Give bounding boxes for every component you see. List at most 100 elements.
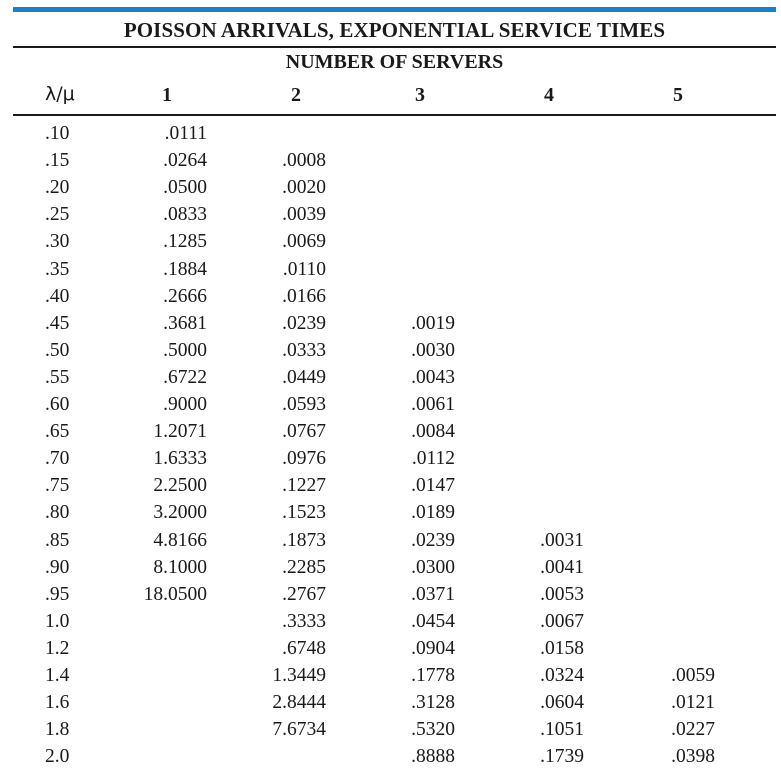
ratio-cell: 1.8 — [45, 719, 70, 741]
table-row: .30 .1285 .0069 — [0, 228, 781, 255]
ratio-cell: .20 — [45, 177, 70, 199]
probability-cell-2: .0593 — [282, 394, 326, 415]
probability-cell-4: .1051 — [540, 719, 584, 741]
probability-cell-3: .0371 — [411, 583, 455, 605]
probability-cell-3: .8888 — [411, 746, 455, 768]
probability-cell-4: .0053 — [540, 583, 584, 605]
probability-cell-3: .1778 — [411, 665, 455, 686]
ratio-cell: 2.0 — [45, 746, 70, 768]
table-row: .45 .3681 .0239 .0019 — [0, 310, 781, 337]
header-servers-5: 5 — [673, 84, 683, 106]
ratio-cell: .30 — [45, 231, 70, 253]
probability-cell-1: .3681 — [163, 312, 207, 334]
ratio-cell: .45 — [45, 312, 70, 334]
table-row: 1.0 .3333 .0454 .0067 — [0, 608, 781, 635]
probability-cell-1: .0500 — [163, 177, 207, 199]
probability-cell-2: .2767 — [282, 583, 326, 605]
probability-cell-4: .0041 — [540, 556, 584, 578]
probability-cell-4: .0067 — [540, 610, 584, 632]
table-title: POISSON ARRIVALS, EXPONENTIAL SERVICE TI… — [123, 18, 666, 42]
probability-cell-2: 2.8444 — [272, 692, 326, 714]
probability-cell-5: .0398 — [671, 746, 715, 768]
probability-cell-3: .0239 — [411, 529, 455, 551]
table-subtitle: NUMBER OF SERVERS — [285, 51, 504, 73]
probability-cell-4: .0604 — [540, 692, 584, 714]
probability-cell-3: .0030 — [411, 339, 455, 361]
table-row: .20 .0500 .0020 — [0, 174, 781, 201]
ratio-cell: .40 — [45, 285, 70, 307]
ratio-cell: .55 — [45, 366, 70, 388]
table-row: .80 3.2000 .1523 .0189 — [0, 499, 781, 526]
header-servers-2: 2 — [291, 84, 301, 106]
probability-cell-3: .0300 — [411, 556, 455, 578]
table-row: .50 .5000 .0333 .0030 — [0, 337, 781, 364]
probability-cell-1: 18.0500 — [143, 583, 207, 605]
probability-cell-2: 7.6734 — [272, 719, 326, 741]
probability-cell-1: 1.2071 — [153, 421, 207, 443]
header-divider — [13, 114, 776, 116]
probability-cell-3: .0189 — [411, 502, 455, 524]
header-servers-4: 4 — [544, 84, 554, 106]
table-row: .60 .9000 .0593 .0061 — [0, 391, 781, 418]
probability-cell-4: .0158 — [540, 637, 584, 659]
table-row: .95 18.0500 .2767 .0371 .0053 — [0, 581, 781, 608]
probability-cell-5: .0059 — [671, 665, 715, 686]
probability-cell-1: .6722 — [163, 366, 207, 388]
header-servers-1: 1 — [162, 84, 172, 106]
table-row: .10 .0111 — [0, 120, 781, 147]
ratio-cell: .85 — [45, 529, 70, 551]
probability-cell-1: .9000 — [163, 394, 207, 415]
probability-cell-4: .1739 — [540, 746, 584, 768]
probability-cell-2: .0166 — [282, 285, 326, 307]
ratio-cell: .70 — [45, 448, 70, 470]
probability-cell-2: .0333 — [282, 339, 326, 361]
probability-cell-1: 8.1000 — [153, 556, 207, 578]
probability-cell-2: .0020 — [282, 177, 326, 199]
table-row: 2.0 .8888 .1739 .0398 — [0, 743, 781, 770]
probability-cell-3: .0061 — [411, 394, 455, 415]
probability-cell-2: .1227 — [282, 475, 326, 497]
probability-cell-5: .0121 — [671, 692, 715, 714]
table-row: .90 8.1000 .2285 .0300 .0041 — [0, 554, 781, 581]
ratio-cell: .75 — [45, 475, 70, 497]
probability-cell-3: .0904 — [411, 637, 455, 659]
probability-cell-2: .2285 — [282, 556, 326, 578]
probability-cell-2: .3333 — [282, 610, 326, 632]
table-row: .15 .0264 .0008 — [0, 147, 781, 174]
table-row: 1.8 7.6734 .5320 .1051 .0227 — [0, 716, 781, 743]
probability-cell-1: .2666 — [163, 285, 207, 307]
probability-cell-5: .0227 — [671, 719, 715, 741]
probability-cell-1: 3.2000 — [153, 502, 207, 524]
probability-cell-3: .0454 — [411, 610, 455, 632]
header-servers-3: 3 — [415, 84, 425, 106]
probability-cell-3: .0084 — [411, 421, 455, 443]
probability-cell-2: .0110 — [282, 258, 326, 280]
probability-cell-2: .1873 — [282, 529, 326, 551]
ratio-cell: .60 — [45, 394, 70, 415]
probability-cell-3: .0043 — [411, 366, 455, 388]
probability-cell-2: .0976 — [282, 448, 326, 470]
ratio-cell: .15 — [45, 150, 70, 172]
probability-cell-4: .0031 — [540, 529, 584, 551]
probability-cell-2: .6748 — [282, 637, 326, 659]
table-row: .85 4.8166 .1873 .0239 .0031 — [0, 527, 781, 554]
probability-cell-1: .5000 — [163, 339, 207, 361]
ratio-cell: .35 — [45, 258, 70, 280]
table-row: .40 .2666 .0166 — [0, 283, 781, 310]
probability-cell-1: .0111 — [164, 123, 207, 144]
probability-cell-4: .0324 — [540, 665, 584, 686]
probability-cell-2: .0449 — [282, 366, 326, 388]
probability-cell-1: 1.6333 — [153, 448, 207, 470]
probability-cell-1: .0833 — [163, 204, 207, 226]
probability-cell-1: .0264 — [163, 150, 207, 172]
table-row: .55 .6722 .0449 .0043 — [0, 364, 781, 391]
probability-cell-1: .1884 — [163, 258, 207, 280]
probability-cell-2: 1.3449 — [272, 665, 326, 686]
ratio-cell: 1.0 — [45, 610, 70, 632]
probability-cell-1: .1285 — [163, 231, 207, 253]
table-row: .75 2.2500 .1227 .0147 — [0, 472, 781, 499]
ratio-cell: .80 — [45, 502, 70, 524]
ratio-cell: 1.6 — [45, 692, 70, 714]
ratio-cell: .25 — [45, 204, 70, 226]
